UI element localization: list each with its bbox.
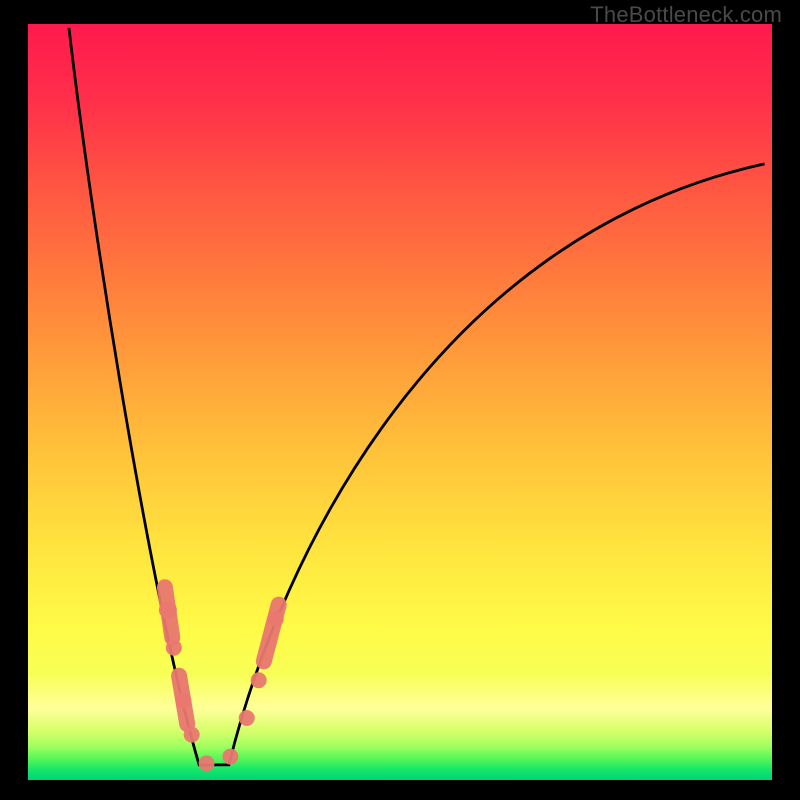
data-marker [268, 611, 284, 627]
data-marker [251, 672, 267, 688]
data-marker [184, 727, 200, 743]
data-marker [175, 693, 191, 709]
data-marker [239, 710, 255, 726]
plot-area [28, 24, 772, 780]
data-marker [166, 640, 182, 656]
data-marker [199, 755, 215, 771]
data-marker [222, 749, 238, 765]
curve-svg [28, 24, 772, 780]
chart-stage: TheBottleneck.com [0, 0, 800, 800]
watermark-text: TheBottleneck.com [590, 2, 782, 28]
data-marker [159, 601, 177, 619]
